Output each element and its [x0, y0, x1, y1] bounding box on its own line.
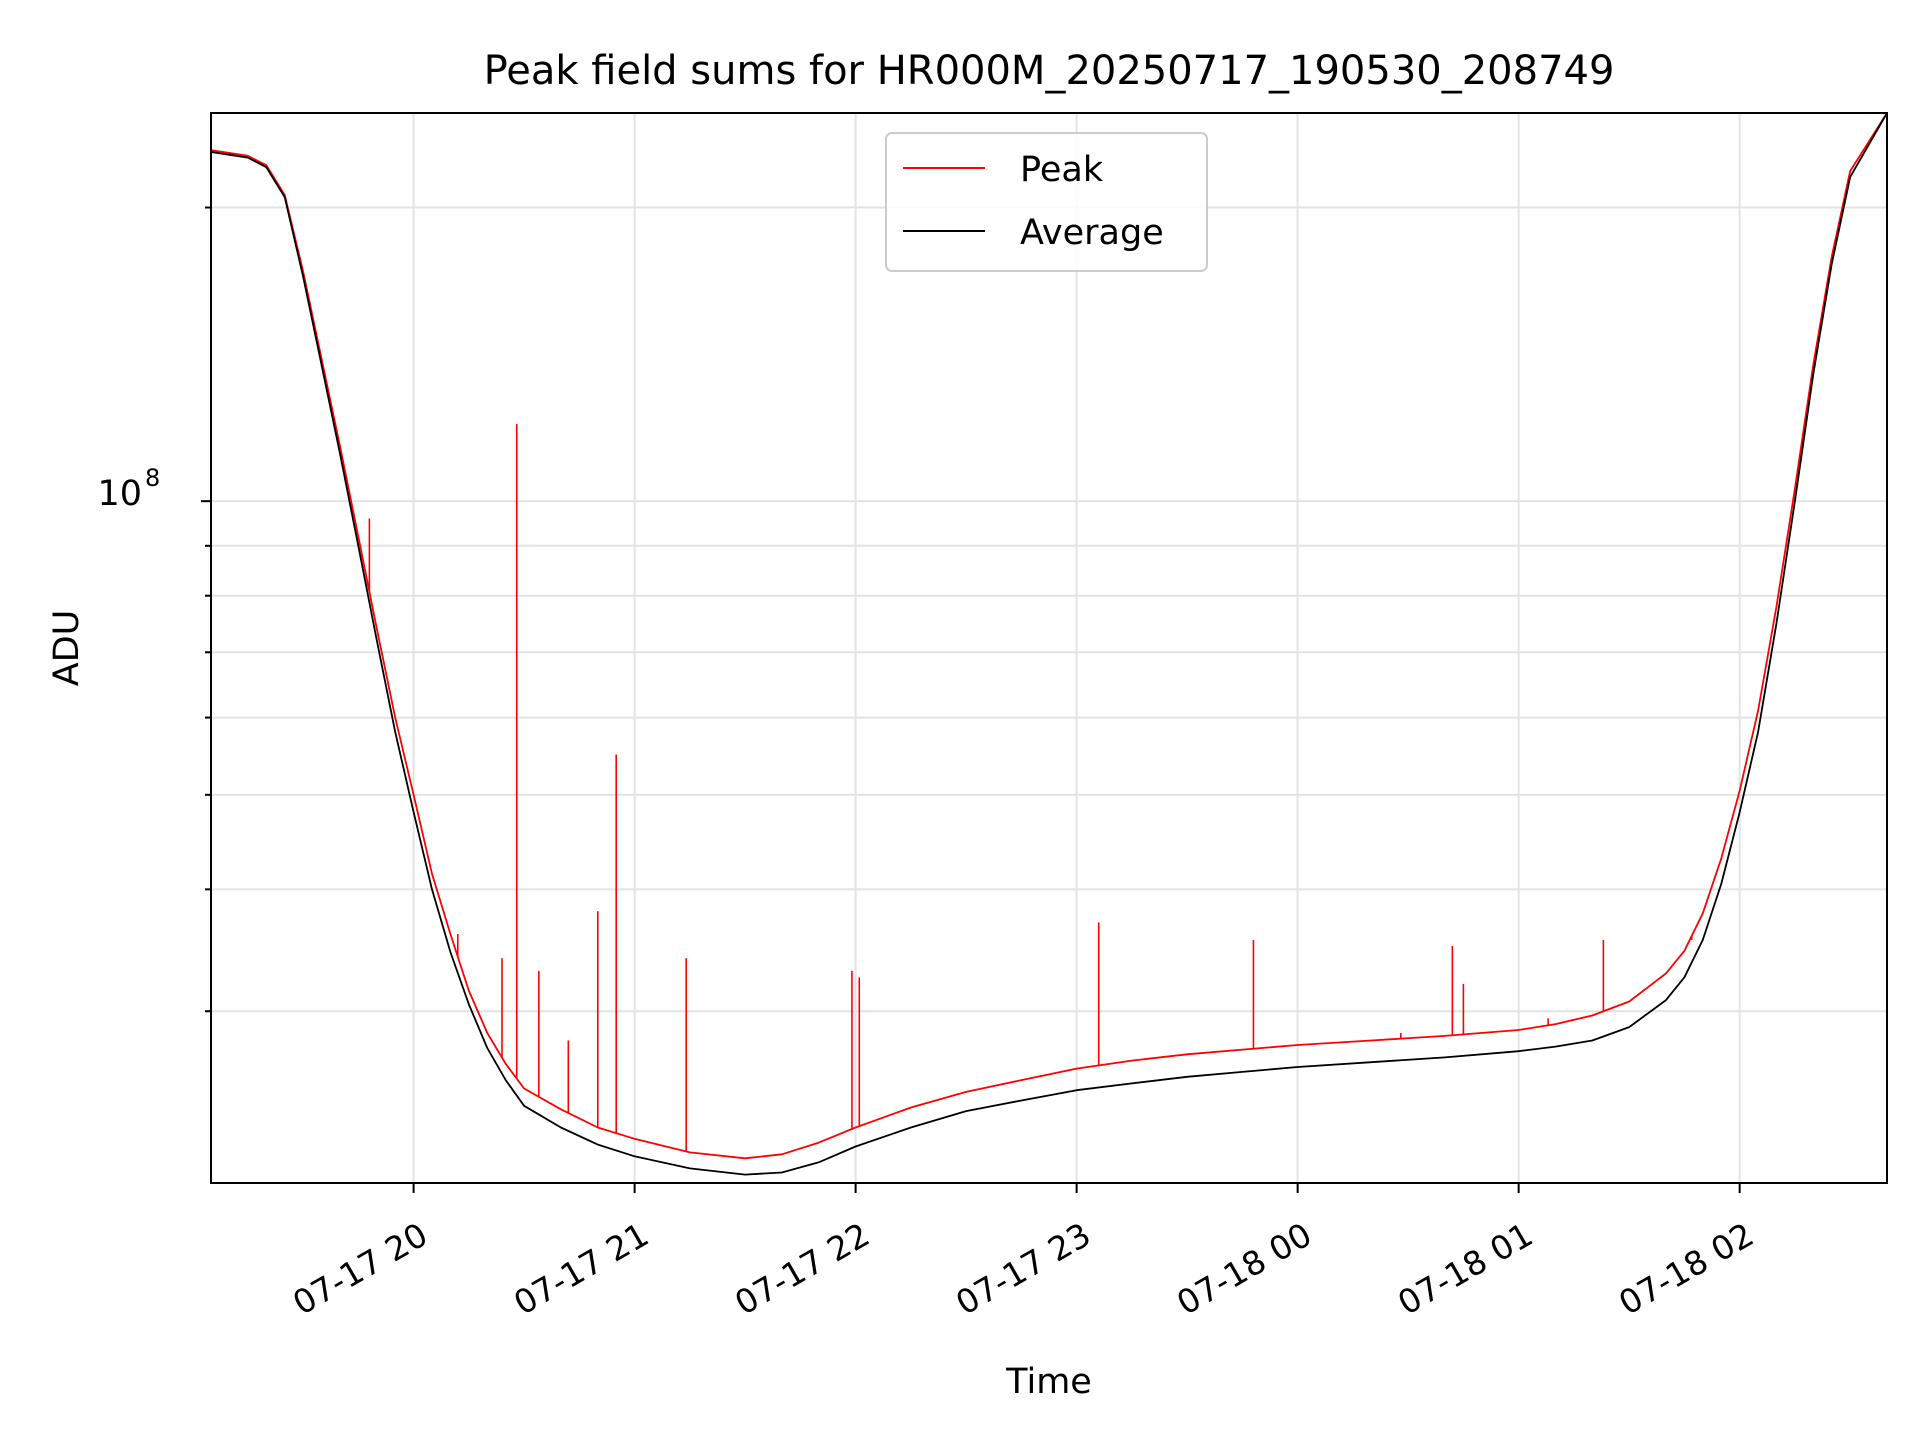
series-line-average — [210, 112, 1888, 1176]
y-axis-label: ADU — [47, 610, 87, 687]
y-tick-exponent: 8 — [145, 464, 160, 492]
plot-frame — [210, 112, 1888, 1184]
chart-title: Peak field sums for HR000M_20250717_1905… — [484, 48, 1615, 94]
series-line-peak — [210, 112, 1888, 1160]
y-tick-base: 10 — [97, 474, 142, 514]
legend-average-label: Average — [1020, 213, 1164, 253]
y-tick-label-1e8: 10 8 — [97, 464, 160, 514]
plot-series — [210, 112, 1888, 1176]
x-axis-label: Time — [1005, 1362, 1092, 1402]
legend-peak-label: Peak — [1020, 150, 1104, 190]
legend: Peak Average — [885, 132, 1208, 272]
grid — [211, 113, 1887, 1183]
